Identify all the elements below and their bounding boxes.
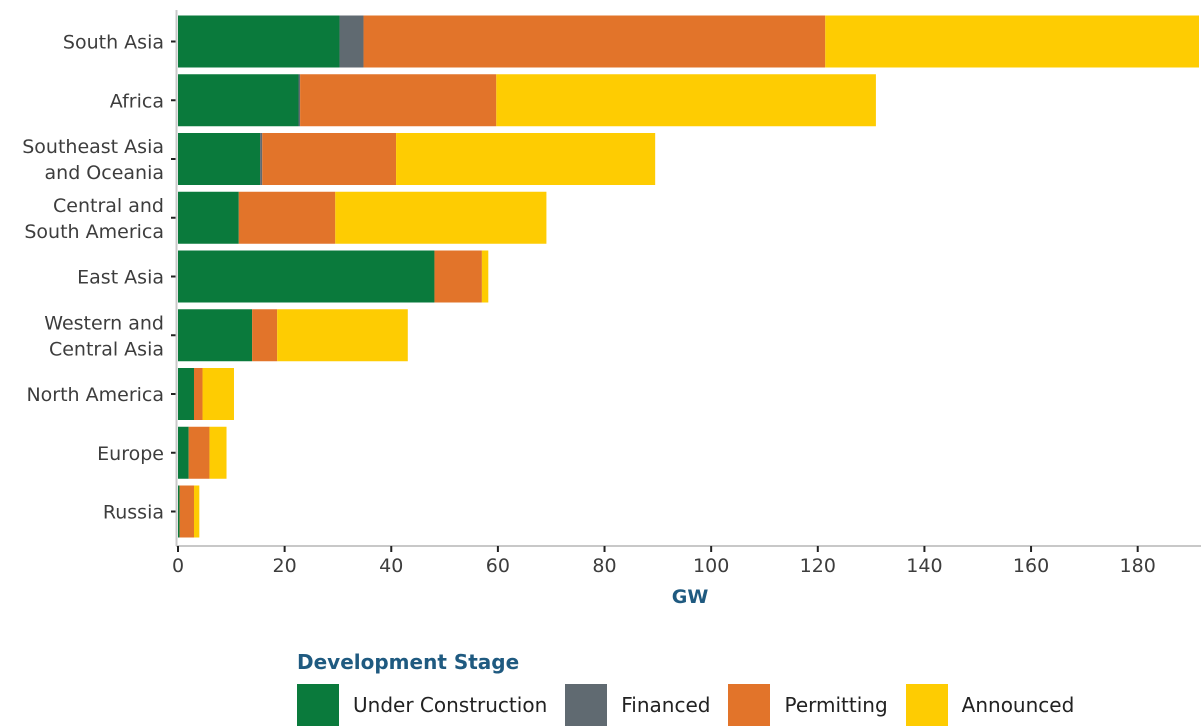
bar-segment	[178, 368, 194, 420]
x-tick-label: 60	[486, 555, 510, 577]
x-tick-label: 140	[906, 555, 942, 577]
legend-title: Development Stage	[297, 650, 520, 674]
bar-segment	[481, 250, 489, 303]
legend-item: Financed	[565, 684, 714, 726]
bar-segment	[335, 191, 547, 244]
x-tick-label: 120	[800, 555, 836, 577]
x-tick-label: 0	[172, 555, 184, 577]
bars-group	[178, 15, 1199, 538]
bar-segment	[202, 368, 234, 420]
legend-swatch	[728, 684, 771, 726]
category-label: Europe	[97, 443, 164, 465]
legend-item: Announced	[905, 684, 1079, 726]
bar-segment	[193, 485, 200, 538]
legend-item: Under Construction	[297, 684, 551, 726]
x-tick-label: 180	[1120, 555, 1156, 577]
bar-segment	[496, 74, 876, 127]
bar-segment	[178, 74, 299, 127]
category-label: South Asia	[63, 32, 164, 54]
legend-swatch	[297, 684, 339, 726]
bar-segment	[178, 309, 253, 362]
bar-segment	[434, 250, 482, 303]
category-label: East Asia	[77, 267, 164, 289]
bar-segment	[178, 250, 435, 303]
bar-segment	[178, 15, 340, 68]
bar-segment	[300, 74, 497, 127]
x-axis: 0 20 40 60 80 100 120 140 160 180	[172, 545, 1201, 577]
bar-segment	[262, 133, 397, 185]
bar-segment	[260, 133, 263, 185]
legend-label: Financed	[621, 693, 711, 717]
bar-segment	[179, 485, 194, 538]
legend-swatch	[905, 684, 948, 726]
bar-segment	[178, 485, 180, 538]
bar-segment	[363, 15, 826, 68]
category-label: Russia	[103, 502, 164, 524]
bar-segment	[209, 426, 227, 479]
legend-label: Announced	[961, 693, 1075, 717]
x-axis-title: GW	[672, 586, 709, 608]
bar-segment	[178, 191, 239, 244]
bar-segment	[252, 309, 278, 362]
x-tick-label: 100	[693, 555, 729, 577]
bar-segment	[188, 426, 210, 479]
bar-segment	[298, 74, 301, 127]
legend-items: Under Construction Financed Permitting Anno…	[297, 684, 1092, 726]
bar-segment	[825, 15, 1199, 68]
legend-item: Permitting	[728, 684, 891, 726]
category-label: Southeast Asia and Oceania	[22, 136, 164, 184]
legend-swatch	[565, 684, 608, 726]
bar-segment	[339, 15, 364, 68]
x-tick-label: 160	[1013, 555, 1049, 577]
bar-segment	[238, 191, 336, 244]
category-label: North America	[26, 384, 164, 406]
y-axis: South Asia Africa Southeast Asia and Oceani…	[22, 10, 178, 546]
bar-segment	[178, 133, 261, 185]
bar-segment	[277, 309, 408, 362]
stacked-bar-chart: South Asia Africa Southeast Asia and Oceani…	[22, 10, 1201, 608]
legend-label: Permitting	[784, 693, 888, 717]
bar-segment	[396, 133, 656, 185]
category-label: Africa	[110, 90, 164, 112]
category-label: Western and Central Asia	[44, 312, 164, 360]
bar-segment	[193, 368, 203, 420]
legend: Development Stage Under Construction Fina…	[297, 650, 1092, 726]
x-tick-label: 40	[379, 555, 403, 577]
legend-label: Under Construction	[353, 693, 548, 717]
x-tick-label: 80	[592, 555, 616, 577]
x-tick-label: 20	[273, 555, 297, 577]
bar-segment	[178, 426, 189, 479]
category-label: Central and South America	[24, 195, 164, 243]
